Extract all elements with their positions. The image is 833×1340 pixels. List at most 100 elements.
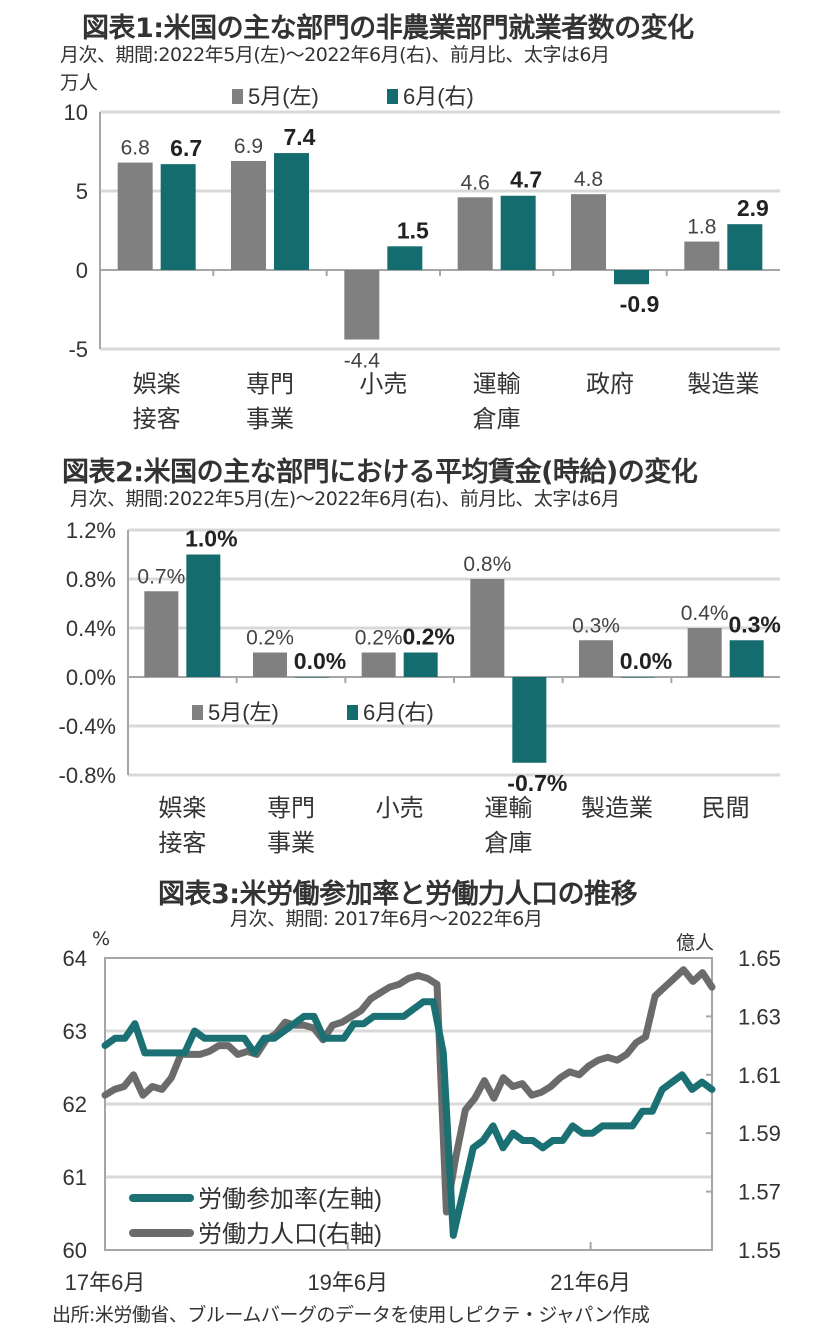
y-tick-label: -0.4% [59, 714, 116, 739]
bar-june [186, 554, 221, 677]
bar-may [344, 270, 380, 340]
data-label-june: 7.4 [284, 124, 316, 150]
data-label-june: 0.2% [402, 624, 454, 650]
data-label-may: 0.3% [572, 614, 620, 637]
data-label-june: 0.3% [728, 611, 780, 637]
chart3-subtitle: 月次、期間: 2017年6月～2022年6月 [230, 908, 543, 930]
legend-label: 5月(左) [208, 700, 279, 725]
data-label-june: 1.0% [185, 526, 237, 552]
left-tick-label: 63 [63, 1019, 87, 1044]
bar-june [621, 677, 655, 678]
data-label-may: 6.8 [121, 137, 150, 160]
chart1-subtitle: 月次、期間:2022年5月(左)～2022年6月(右)、前月比、太字は6月 [60, 44, 610, 66]
y-tick-label: 0.4% [66, 616, 116, 641]
data-label-may: 0.8% [463, 553, 511, 576]
x-tick-label: 17年6月 [65, 1270, 146, 1295]
right-tick-label: 1.63 [738, 1004, 781, 1029]
right-tick-label: 1.61 [738, 1063, 781, 1088]
source-note: 出所:米労働省、ブルームバーグのデータを使用しピクテ・ジャパン作成 [52, 1304, 650, 1326]
data-label-may: 0.7% [137, 565, 185, 588]
legend-swatch-may [192, 705, 203, 720]
category-label: 娯楽 [133, 371, 181, 398]
y-tick-label: -0.8% [59, 763, 116, 788]
bar-may [253, 652, 287, 677]
left-tick-label: 64 [63, 946, 87, 971]
category-label: 運輸 [473, 371, 521, 398]
y-tick-label: 0.8% [66, 567, 116, 592]
legend-label: 労働参加率(左軸) [198, 1186, 382, 1213]
bar-june [729, 640, 764, 677]
data-label-may: 6.9 [234, 135, 263, 158]
y-tick-label: 10 [64, 100, 88, 125]
left-tick-label: 61 [63, 1165, 87, 1190]
plot-frame [104, 957, 713, 1251]
category-label: 製造業 [581, 795, 653, 822]
legend-label: 5月(左) [248, 84, 319, 109]
left-tick-label: 62 [63, 1092, 87, 1117]
bar-may [684, 241, 720, 270]
data-label-june: 0.0% [294, 648, 346, 674]
category-label: 小売 [359, 371, 407, 398]
category-label: 事業 [267, 830, 315, 857]
bar-may [144, 591, 179, 677]
chart3-left-unit: % [92, 928, 111, 950]
chart3-title: 図表3:米労働参加率と労働力人口の推移 [158, 879, 638, 910]
legend-label: 6月(右) [363, 700, 434, 725]
category-label: 倉庫 [473, 406, 521, 433]
right-tick-label: 1.65 [738, 946, 781, 971]
bar-june [387, 246, 423, 270]
chart2-title: 図表2:米国の主な部門における平均賃金(時給)の変化 [62, 457, 698, 488]
line-labor-force [101, 966, 716, 1216]
category-label: 専門 [246, 371, 294, 398]
bar-june [512, 677, 547, 763]
legend-label: 労働力人口(右軸) [198, 1221, 382, 1248]
data-label-may: 4.8 [574, 168, 603, 191]
category-label: 事業 [246, 406, 294, 433]
bar-june [403, 652, 438, 677]
y-tick-label: 0 [76, 258, 88, 283]
chart1-unit: 万人 [60, 72, 99, 94]
chart3-right-unit: 億人 [676, 932, 715, 954]
data-label-june: 1.5 [397, 217, 429, 243]
legend-swatch-june [347, 705, 358, 720]
data-label-may: 0.4% [681, 602, 729, 625]
bar-june [295, 677, 329, 678]
category-label: 政府 [586, 371, 634, 398]
data-label-june: 4.7 [510, 167, 542, 193]
bar-may [361, 652, 396, 677]
right-tick-label: 1.57 [738, 1180, 781, 1205]
legend-swatch-june [387, 89, 398, 104]
category-label: 娯楽 [158, 795, 206, 822]
data-label-june: 6.7 [170, 135, 202, 161]
category-label: 小売 [376, 795, 424, 822]
chart1-title: 図表1:米国の主な部門の非農業部門就業者数の変化 [82, 13, 694, 44]
category-label: 専門 [267, 795, 315, 822]
data-label-june: -0.9 [620, 291, 660, 317]
category-label: 接客 [158, 830, 206, 857]
bar-june [274, 153, 309, 270]
chart2-subtitle: 月次、期間:2022年5月(左)～2022年6月(右)、前月比、太字は6月 [70, 488, 620, 510]
category-label: 接客 [133, 406, 181, 433]
x-tick-label: 19年6月 [307, 1270, 388, 1295]
y-tick-label: 5 [76, 179, 88, 204]
data-label-june: -0.7% [507, 770, 567, 796]
bar-june [727, 224, 763, 270]
y-tick-label: 0.0% [66, 665, 116, 690]
data-label-june: 2.9 [737, 195, 769, 221]
category-label: 倉庫 [484, 830, 532, 857]
line-participation-rate [101, 998, 716, 1239]
bar-may [117, 162, 153, 270]
bar-may [457, 197, 493, 270]
bar-may [579, 640, 613, 677]
data-label-may: 0.2% [355, 627, 403, 650]
data-label-may: 1.8 [687, 216, 716, 239]
data-label-june: 0.0% [620, 648, 672, 674]
left-tick-label: 60 [63, 1238, 87, 1263]
legend-label: 6月(右) [403, 84, 474, 109]
y-tick-label: -5 [68, 337, 88, 362]
bar-may [687, 628, 722, 677]
bar-may [571, 194, 606, 270]
right-tick-label: 1.55 [738, 1238, 781, 1263]
